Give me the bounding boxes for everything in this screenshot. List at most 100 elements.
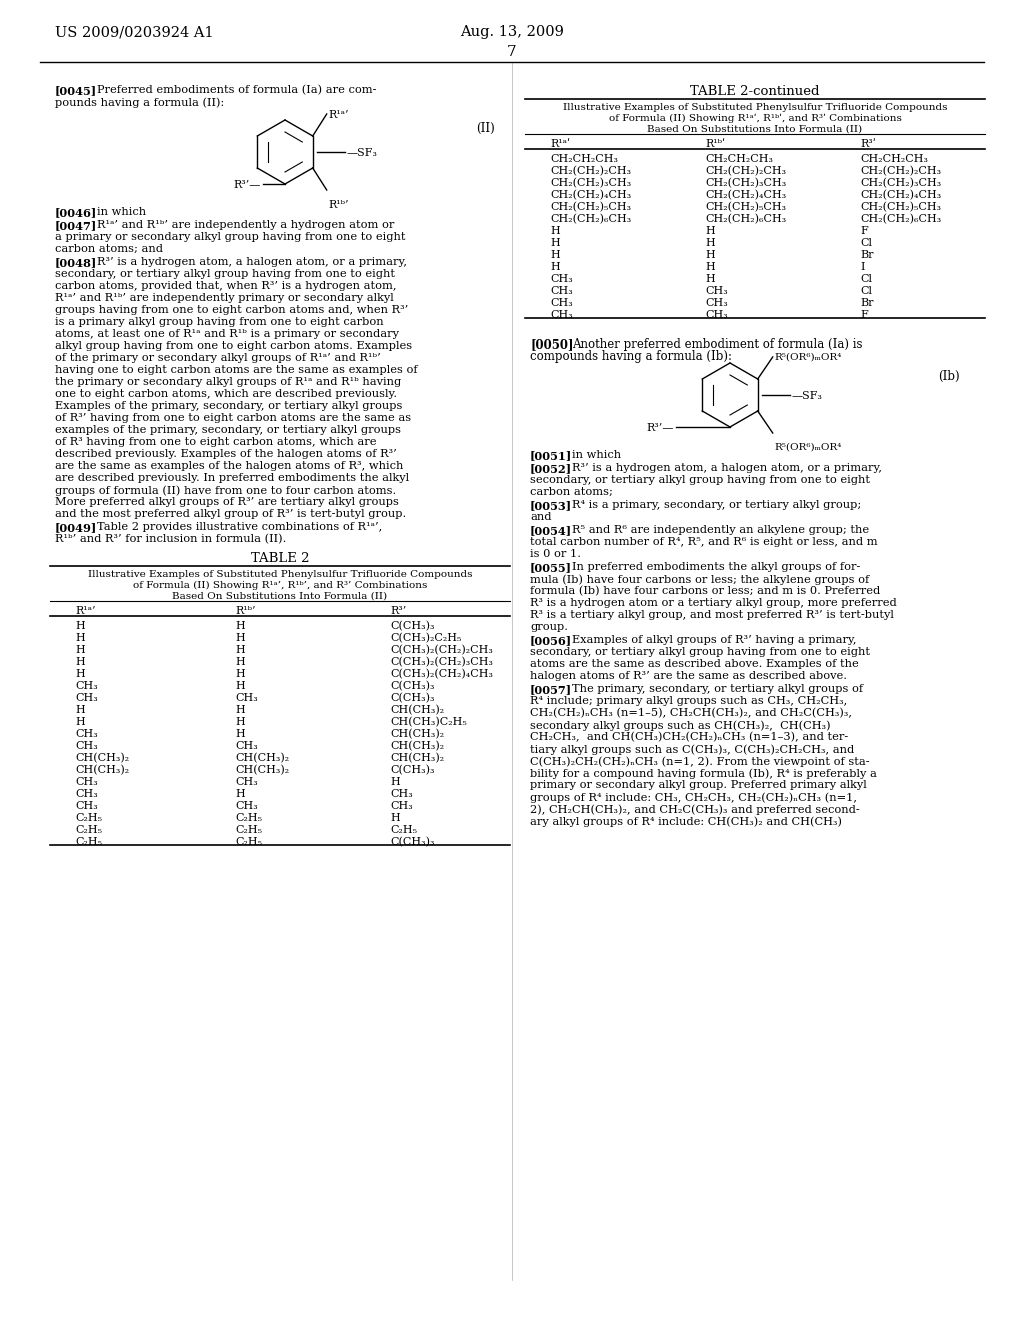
Text: C(CH₃)₂(CH₂)₃CH₃: C(CH₃)₂(CH₂)₃CH₃: [390, 657, 493, 668]
Text: of R³’ having from one to eight carbon atoms are the same as: of R³’ having from one to eight carbon a…: [55, 413, 411, 422]
Text: CH₃: CH₃: [234, 801, 258, 810]
Text: R³ʹ: R³ʹ: [860, 139, 876, 149]
Text: R³’ is a hydrogen atom, a halogen atom, or a primary,: R³’ is a hydrogen atom, a halogen atom, …: [97, 257, 407, 267]
Text: primary or secondary alkyl group. Preferred primary alkyl: primary or secondary alkyl group. Prefer…: [530, 780, 866, 789]
Text: R¹ᵃ’: R¹ᵃ’: [75, 606, 95, 616]
Text: CH₃: CH₃: [75, 741, 97, 751]
Text: CH₃: CH₃: [75, 681, 97, 690]
Text: Another preferred embodiment of formula (Ia) is: Another preferred embodiment of formula …: [572, 338, 862, 351]
Text: H: H: [234, 620, 245, 631]
Text: CH₃: CH₃: [550, 286, 572, 296]
Text: R¹ᵇʹ: R¹ᵇʹ: [705, 139, 725, 149]
Text: CH(CH₃)₂: CH(CH₃)₂: [75, 752, 129, 763]
Text: Table 2 provides illustrative combinations of R¹ᵃ’,: Table 2 provides illustrative combinatio…: [97, 521, 382, 532]
Text: Cl: Cl: [860, 286, 872, 296]
Text: R¹ᵃ’ and R¹ᵇ’ are independently primary or secondary alkyl: R¹ᵃ’ and R¹ᵇ’ are independently primary …: [55, 293, 394, 304]
Text: C(CH₃)₃: C(CH₃)₃: [390, 681, 434, 692]
Text: CH₂(CH₂)₅CH₃: CH₂(CH₂)₅CH₃: [550, 202, 631, 213]
Text: H: H: [75, 717, 85, 727]
Text: CH₃: CH₃: [390, 801, 413, 810]
Text: atoms, at least one of R¹ᵃ and R¹ᵇ is a primary or secondary: atoms, at least one of R¹ᵃ and R¹ᵇ is a …: [55, 329, 399, 339]
Text: CH₂(CH₂)₅CH₃: CH₂(CH₂)₅CH₃: [860, 202, 941, 213]
Text: carbon atoms;: carbon atoms;: [530, 487, 613, 498]
Text: R³’—: R³’—: [646, 422, 674, 433]
Text: H: H: [234, 669, 245, 678]
Text: CH(CH₃)₂: CH(CH₃)₂: [234, 752, 289, 763]
Text: described previously. Examples of the halogen atoms of R³’: described previously. Examples of the ha…: [55, 449, 396, 459]
Text: CH₂(CH₂)₆CH₃: CH₂(CH₂)₆CH₃: [860, 214, 941, 224]
Text: CH₃: CH₃: [705, 298, 728, 308]
Text: Based On Substitutions Into Formula (II): Based On Substitutions Into Formula (II): [172, 591, 387, 601]
Text: H: H: [705, 275, 715, 284]
Text: [0057]: [0057]: [530, 684, 572, 696]
Text: CH₂(CH₂)₃CH₃: CH₂(CH₂)₃CH₃: [705, 178, 786, 189]
Text: [0049]: [0049]: [55, 521, 97, 533]
Text: CH₂(CH₂)₆CH₃: CH₂(CH₂)₆CH₃: [705, 214, 786, 224]
Text: R³ is a tertiary alkyl group, and most preferred R³’ is tert-butyl: R³ is a tertiary alkyl group, and most p…: [530, 610, 894, 620]
Text: of R³ having from one to eight carbon atoms, which are: of R³ having from one to eight carbon at…: [55, 437, 377, 447]
Text: H: H: [234, 705, 245, 715]
Text: secondary, or tertiary alkyl group having from one to eight: secondary, or tertiary alkyl group havin…: [55, 269, 395, 279]
Text: CH₂(CH₂)₄CH₃: CH₂(CH₂)₄CH₃: [860, 190, 941, 201]
Text: TABLE 2-continued: TABLE 2-continued: [690, 84, 820, 98]
Text: examples of the primary, secondary, or tertiary alkyl groups: examples of the primary, secondary, or t…: [55, 425, 401, 436]
Text: H: H: [234, 717, 245, 727]
Text: R³’ is a hydrogen atom, a halogen atom, or a primary,: R³’ is a hydrogen atom, a halogen atom, …: [572, 463, 882, 473]
Text: The primary, secondary, or tertiary alkyl groups of: The primary, secondary, or tertiary alky…: [572, 684, 863, 694]
Text: C(CH₃)₃: C(CH₃)₃: [390, 837, 434, 847]
Text: R³’: R³’: [390, 606, 407, 616]
Text: (Ib): (Ib): [938, 370, 961, 383]
Text: H: H: [550, 238, 560, 248]
Text: R¹ᵇ’ and R³’ for inclusion in formula (II).: R¹ᵇ’ and R³’ for inclusion in formula (I…: [55, 535, 287, 544]
Text: R⁵(OR⁶)ₘOR⁴: R⁵(OR⁶)ₘOR⁴: [775, 444, 842, 451]
Text: CH₃: CH₃: [75, 693, 97, 704]
Text: CH₃: CH₃: [705, 310, 728, 319]
Text: C₂H₅: C₂H₅: [75, 813, 102, 822]
Text: C(CH₃)₃: C(CH₃)₃: [390, 693, 434, 704]
Text: CH(CH₃)₂: CH(CH₃)₂: [75, 766, 129, 775]
Text: H: H: [705, 238, 715, 248]
Text: R⁵(OR⁶)ₘOR⁴: R⁵(OR⁶)ₘOR⁴: [775, 352, 842, 362]
Text: CH₃: CH₃: [550, 298, 572, 308]
Text: ary alkyl groups of R⁴ include: CH(CH₃)₂ and CH(CH₃): ary alkyl groups of R⁴ include: CH(CH₃)₂…: [530, 816, 842, 826]
Text: CH₂(CH₂)₂CH₃: CH₂(CH₂)₂CH₃: [860, 166, 941, 177]
Text: Illustrative Examples of Substituted Phenylsulfur Trifluoride Compounds: Illustrative Examples of Substituted Phe…: [88, 570, 472, 579]
Text: TABLE 2: TABLE 2: [251, 552, 309, 565]
Text: H: H: [75, 669, 85, 678]
Text: H: H: [75, 657, 85, 667]
Text: CH(CH₃)₂: CH(CH₃)₂: [390, 729, 444, 739]
Text: H: H: [550, 261, 560, 272]
Text: CH₃: CH₃: [75, 789, 97, 799]
Text: H: H: [75, 620, 85, 631]
Text: R¹ᵇ’: R¹ᵇ’: [234, 606, 256, 616]
Text: groups having from one to eight carbon atoms and, when R³’: groups having from one to eight carbon a…: [55, 305, 409, 315]
Text: CH(CH₃)₂: CH(CH₃)₂: [390, 752, 444, 763]
Text: —SF₃: —SF₃: [792, 391, 823, 401]
Text: CH(CH₃)₂: CH(CH₃)₂: [390, 741, 444, 751]
Text: H: H: [75, 645, 85, 655]
Text: groups of formula (II) have from one to four carbon atoms.: groups of formula (II) have from one to …: [55, 484, 396, 495]
Text: Based On Substitutions Into Formula (II): Based On Substitutions Into Formula (II): [647, 125, 862, 135]
Text: and the most preferred alkyl group of R³’ is tert-butyl group.: and the most preferred alkyl group of R³…: [55, 510, 407, 519]
Text: of the primary or secondary alkyl groups of R¹ᵃ’ and R¹ᵇ’: of the primary or secondary alkyl groups…: [55, 352, 381, 363]
Text: H: H: [390, 813, 399, 822]
Text: and: and: [530, 512, 552, 521]
Text: CH(CH₃)C₂H₅: CH(CH₃)C₂H₅: [390, 717, 467, 727]
Text: CH₂CH₂CH₃: CH₂CH₂CH₃: [705, 154, 773, 164]
Text: F: F: [860, 310, 867, 319]
Text: R¹ᵇ’: R¹ᵇ’: [329, 201, 349, 210]
Text: H: H: [705, 249, 715, 260]
Text: CH₂CH₂CH₃: CH₂CH₂CH₃: [860, 154, 928, 164]
Text: in which: in which: [572, 450, 622, 459]
Text: H: H: [234, 681, 245, 690]
Text: [0054]: [0054]: [530, 525, 572, 536]
Text: a primary or secondary alkyl group having from one to eight: a primary or secondary alkyl group havin…: [55, 232, 406, 242]
Text: H: H: [550, 226, 560, 236]
Text: R¹ᵃ’: R¹ᵃ’: [329, 110, 349, 120]
Text: alkyl group having from one to eight carbon atoms. Examples: alkyl group having from one to eight car…: [55, 341, 412, 351]
Text: 2), CH₂CH(CH₃)₂, and CH₂C(CH₃)₃ and preferred second-: 2), CH₂CH(CH₃)₂, and CH₂C(CH₃)₃ and pref…: [530, 804, 860, 814]
Text: CH₃: CH₃: [75, 729, 97, 739]
Text: [0055]: [0055]: [530, 562, 572, 573]
Text: R⁵ and R⁶ are independently an alkylene group; the: R⁵ and R⁶ are independently an alkylene …: [572, 525, 869, 535]
Text: R³ is a hydrogen atom or a tertiary alkyl group, more preferred: R³ is a hydrogen atom or a tertiary alky…: [530, 598, 897, 609]
